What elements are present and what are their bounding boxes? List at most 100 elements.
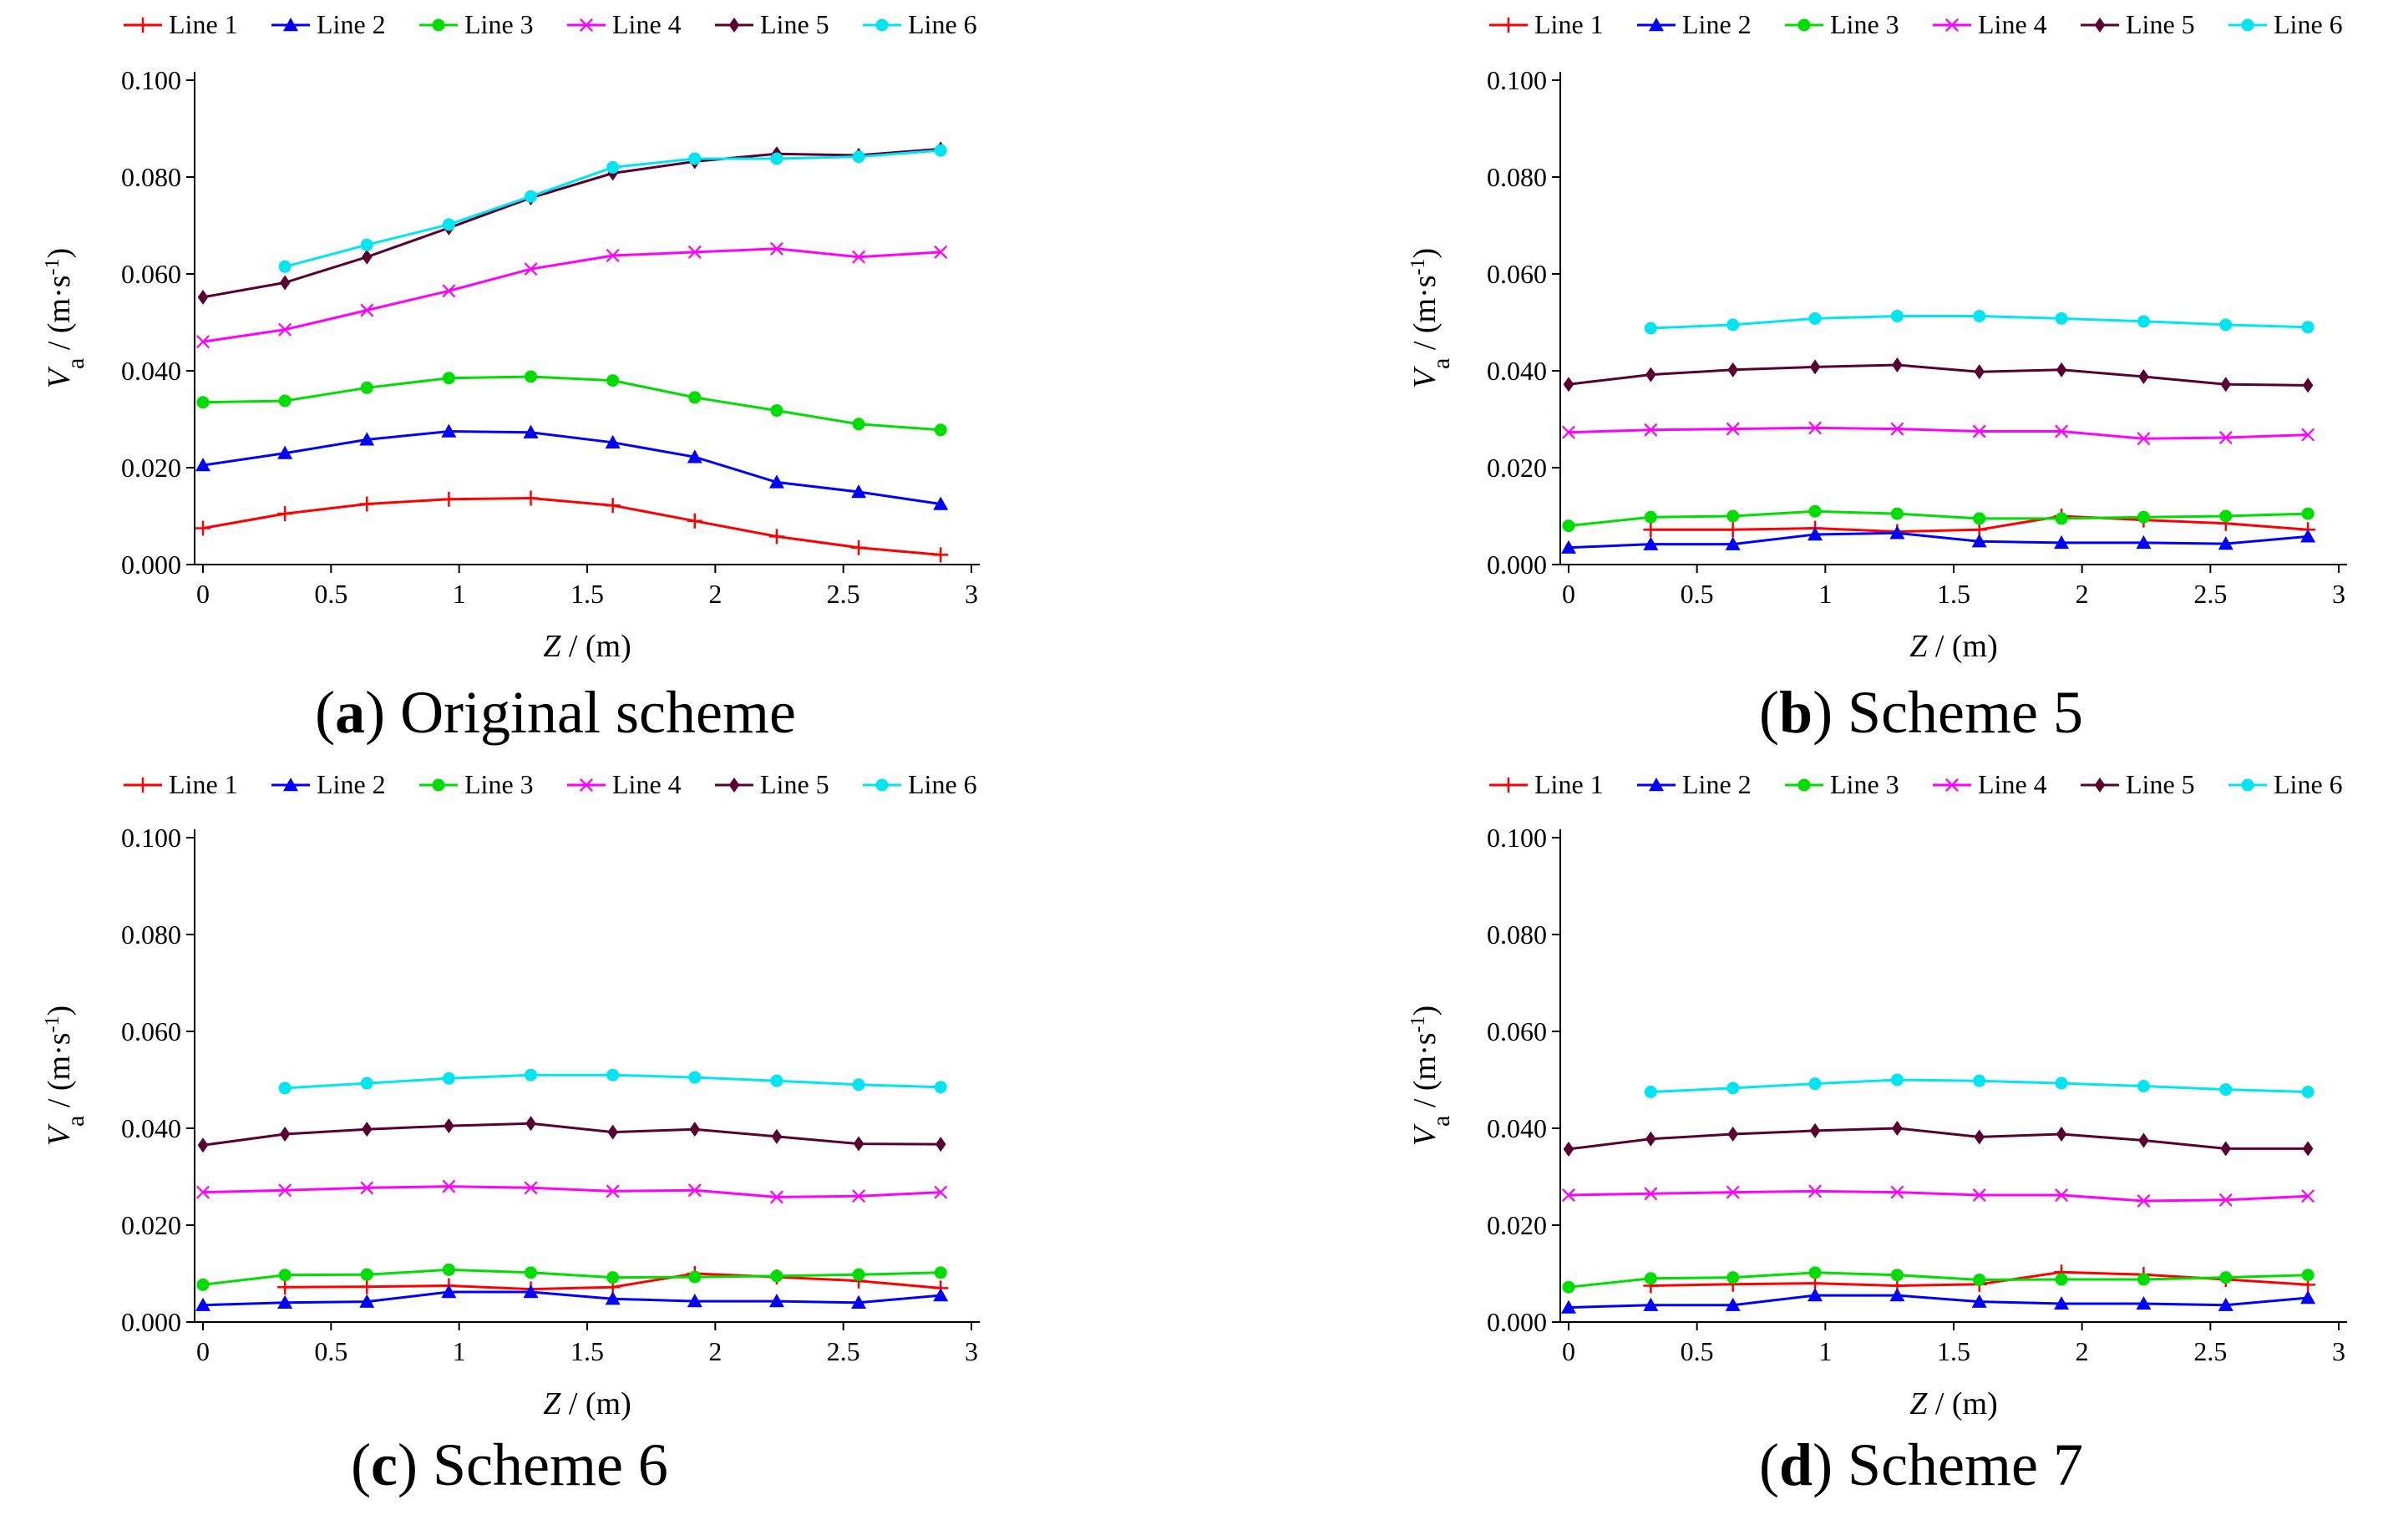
legend-item: Line 1 [1489, 9, 1604, 39]
legend-label: Line 2 [317, 9, 386, 39]
data-point [196, 1278, 210, 1291]
legend-swatch-marker [283, 18, 298, 32]
data-point [1808, 527, 1823, 541]
legend-item: Line 3 [419, 9, 534, 39]
series-line [202, 247, 941, 343]
data-point [196, 335, 210, 349]
data-point [769, 241, 783, 256]
data-point [1645, 1131, 1656, 1147]
data-point [935, 1137, 946, 1152]
data-point [1972, 424, 1986, 438]
data-point [360, 381, 373, 394]
series-line [202, 147, 941, 299]
data-point [278, 1183, 292, 1198]
data-point [523, 424, 539, 438]
legend-label: Line 1 [169, 769, 238, 799]
data-point [525, 370, 538, 383]
x-tick-label: 2 [708, 1336, 722, 1366]
data-point [1726, 1082, 1740, 1095]
legend-swatch-marker [875, 18, 889, 32]
legend-label: Line 2 [317, 769, 386, 799]
y-tick-label: 0.020 [1487, 1210, 1547, 1240]
data-point [1971, 1294, 1987, 1308]
series-line [202, 1290, 941, 1307]
y-tick-label: 0.100 [121, 823, 181, 853]
legend-item: Line 5 [715, 9, 829, 39]
data-point [1890, 1073, 1904, 1087]
legend-swatch-marker [135, 778, 150, 793]
caption-text: Scheme 6 [418, 1431, 668, 1498]
x-tick-label: 0 [1562, 1336, 1575, 1366]
series-4 [1562, 421, 2315, 446]
data-point [2137, 315, 2150, 328]
legend-item: Line 2 [1637, 769, 1752, 799]
x-tick-label: 1 [1818, 579, 1832, 609]
legend-label: Line 4 [612, 9, 682, 39]
legend-label: Line 5 [760, 769, 829, 799]
x-tick-label: 2 [2076, 579, 2089, 609]
legend-swatch-marker [580, 778, 593, 792]
panel-caption: (d) Scheme 7 [1759, 1431, 2083, 1498]
data-point [1726, 422, 1740, 436]
data-point [606, 374, 620, 388]
data-point [853, 1136, 864, 1152]
y-tick-label: 0.020 [121, 1210, 181, 1240]
data-point [851, 540, 867, 555]
data-point [277, 1279, 293, 1295]
data-point [1808, 1288, 1823, 1302]
data-point [2054, 534, 2070, 550]
y-tick-label: 0.000 [121, 550, 181, 580]
data-point [770, 1074, 783, 1087]
data-point [1890, 1269, 1904, 1282]
data-point [852, 1268, 865, 1281]
data-point [2138, 368, 2149, 384]
data-point [1890, 1185, 1904, 1199]
x-axis-label: Z / (m) [1909, 629, 1998, 664]
series-line [202, 375, 941, 432]
y-axis-label-unit: / (m·s [1407, 275, 1442, 357]
data-point [768, 1294, 784, 1308]
caption-open: ( [351, 1431, 371, 1498]
y-axis-label-symbol: V [1407, 1123, 1442, 1146]
series-6 [278, 144, 947, 273]
x-tick-label: 1 [453, 579, 466, 609]
data-point [933, 1288, 949, 1302]
data-point [1644, 1272, 1657, 1285]
legend-item: Line 6 [863, 769, 977, 799]
y-axis-label-superscript: -1 [1407, 1016, 1429, 1032]
chart-panel-c: 0.000 0.020 0.040 0.060 0.080 0.100 0 0.5 1 1.5 2 2… [42, 769, 980, 1498]
x-tick-label: 2.5 [2193, 579, 2227, 609]
data-point [2301, 321, 2315, 334]
data-point [2301, 1086, 2315, 1098]
caption-close: ) [365, 679, 385, 746]
legend-label: Line 6 [908, 9, 977, 39]
data-point [360, 238, 373, 251]
data-point [525, 1068, 538, 1082]
data-point [2136, 1295, 2152, 1310]
data-point [933, 547, 949, 563]
caption-open: ( [1759, 679, 1779, 746]
caption-open: ( [315, 679, 335, 746]
data-point [359, 1294, 375, 1308]
data-point [1889, 1288, 1905, 1302]
legend-swatch-marker [1649, 18, 1664, 32]
legend-swatch-marker [1501, 778, 1516, 793]
x-tick-label: 0 [196, 1336, 210, 1366]
data-point [442, 1071, 455, 1085]
data-point [1563, 377, 1574, 393]
x-axis-label: Z / (m) [1909, 1386, 1998, 1421]
y-axis-label-unit-close: ) [1407, 1006, 1442, 1016]
data-point [278, 1082, 292, 1095]
data-point [2055, 1273, 2068, 1286]
x-tick-label: 0.5 [314, 1336, 347, 1366]
data-point [607, 1124, 618, 1140]
data-point [934, 423, 947, 437]
data-point [1644, 1086, 1657, 1098]
data-point [1809, 359, 1821, 375]
data-point [688, 1071, 702, 1084]
data-point [2300, 1290, 2316, 1304]
legend-item: Line 1 [1489, 769, 1604, 799]
data-point [1808, 1077, 1822, 1091]
x-axis-label-symbol: Z [1909, 629, 1928, 664]
